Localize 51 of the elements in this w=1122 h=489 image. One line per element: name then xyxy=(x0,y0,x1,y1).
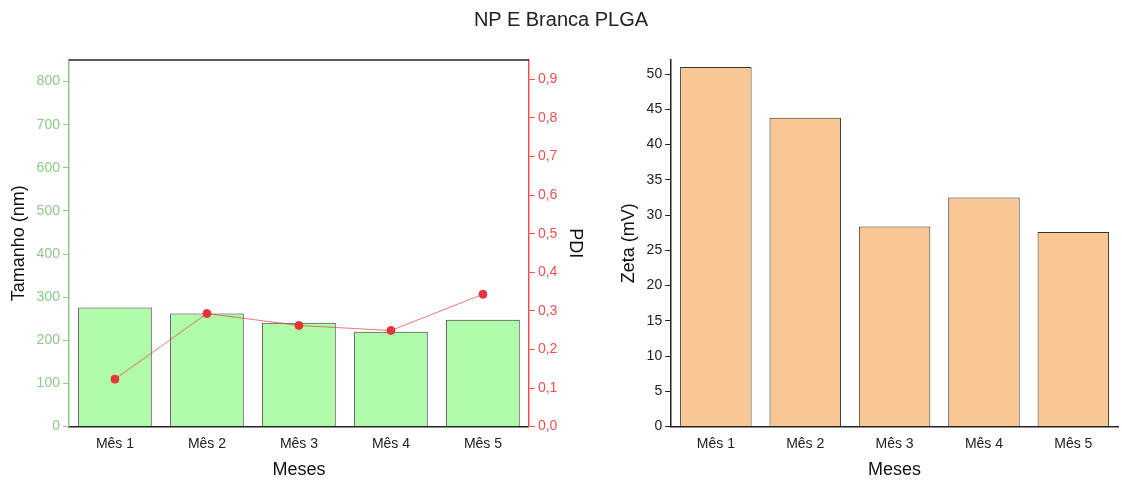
y2-axis-title: PDI xyxy=(566,228,587,259)
x-tick-label: Mês 2 xyxy=(786,434,825,451)
y-tick-label: 200 xyxy=(36,331,61,348)
y-tick-label: 0 xyxy=(654,417,663,434)
y2-tick-label: 0,0 xyxy=(537,417,558,434)
y2-tick-label: 0,2 xyxy=(537,340,558,357)
x-tick-label: Mês 3 xyxy=(875,434,914,451)
y-tick-label: 15 xyxy=(646,311,663,328)
y-tick-label: 600 xyxy=(36,158,61,175)
x-tick-label: Mês 5 xyxy=(463,434,503,451)
point xyxy=(386,326,396,336)
x-axis-title: Meses xyxy=(868,459,922,480)
x-tick-label: Mês 1 xyxy=(696,434,736,451)
y2-tick-label: 0,7 xyxy=(537,147,558,164)
x-tick-label: Mês 3 xyxy=(279,434,319,451)
y-tick-label: 50 xyxy=(646,64,663,81)
y-tick-label: 30 xyxy=(646,205,663,222)
y-tick-label: 10 xyxy=(646,346,663,363)
y2-tick-label: 0,6 xyxy=(537,185,558,202)
y2-tick-label: 0,1 xyxy=(537,378,558,395)
y-tick-label: 800 xyxy=(36,72,61,89)
x-axis-title: Meses xyxy=(272,459,326,480)
y-tick-label: 100 xyxy=(36,374,61,391)
y-tick-label: 45 xyxy=(646,100,663,117)
y2-tick-label: 0,8 xyxy=(537,108,558,125)
y-tick-label: 40 xyxy=(646,135,663,152)
x-tick-label: Mês 1 xyxy=(95,434,135,451)
y-tick-label: 35 xyxy=(646,170,663,187)
y2-tick-label: 0,4 xyxy=(537,263,558,280)
point xyxy=(478,289,488,299)
y-axis-title: Tamanho (nm) xyxy=(7,185,28,302)
y-tick-label: 20 xyxy=(646,276,663,293)
y-tick-label: 300 xyxy=(36,288,61,305)
y-tick-label: 5 xyxy=(654,382,663,399)
y-axis-title: Zeta (mV) xyxy=(617,203,638,284)
chart-title: NP E Branca PLGA xyxy=(472,8,650,31)
x-tick-label: Mês 5 xyxy=(1054,434,1093,451)
point xyxy=(294,321,304,330)
x-tick-label: Mês 4 xyxy=(371,434,411,451)
y-tick-label: 25 xyxy=(646,241,663,258)
y2-tick-label: 0,5 xyxy=(537,224,558,241)
x-tick-label: Mês 2 xyxy=(187,434,227,451)
x-tick-label: Mês 4 xyxy=(964,434,1004,451)
y-tick-label: 700 xyxy=(36,115,61,132)
point xyxy=(202,309,212,319)
point xyxy=(110,374,120,384)
y-tick-label: 400 xyxy=(36,244,61,261)
y2-tick-label: 0,3 xyxy=(537,301,558,318)
y-tick-label: 500 xyxy=(36,201,61,218)
y-tick-label: 0 xyxy=(52,417,61,434)
y2-tick-label: 0,9 xyxy=(537,70,558,87)
